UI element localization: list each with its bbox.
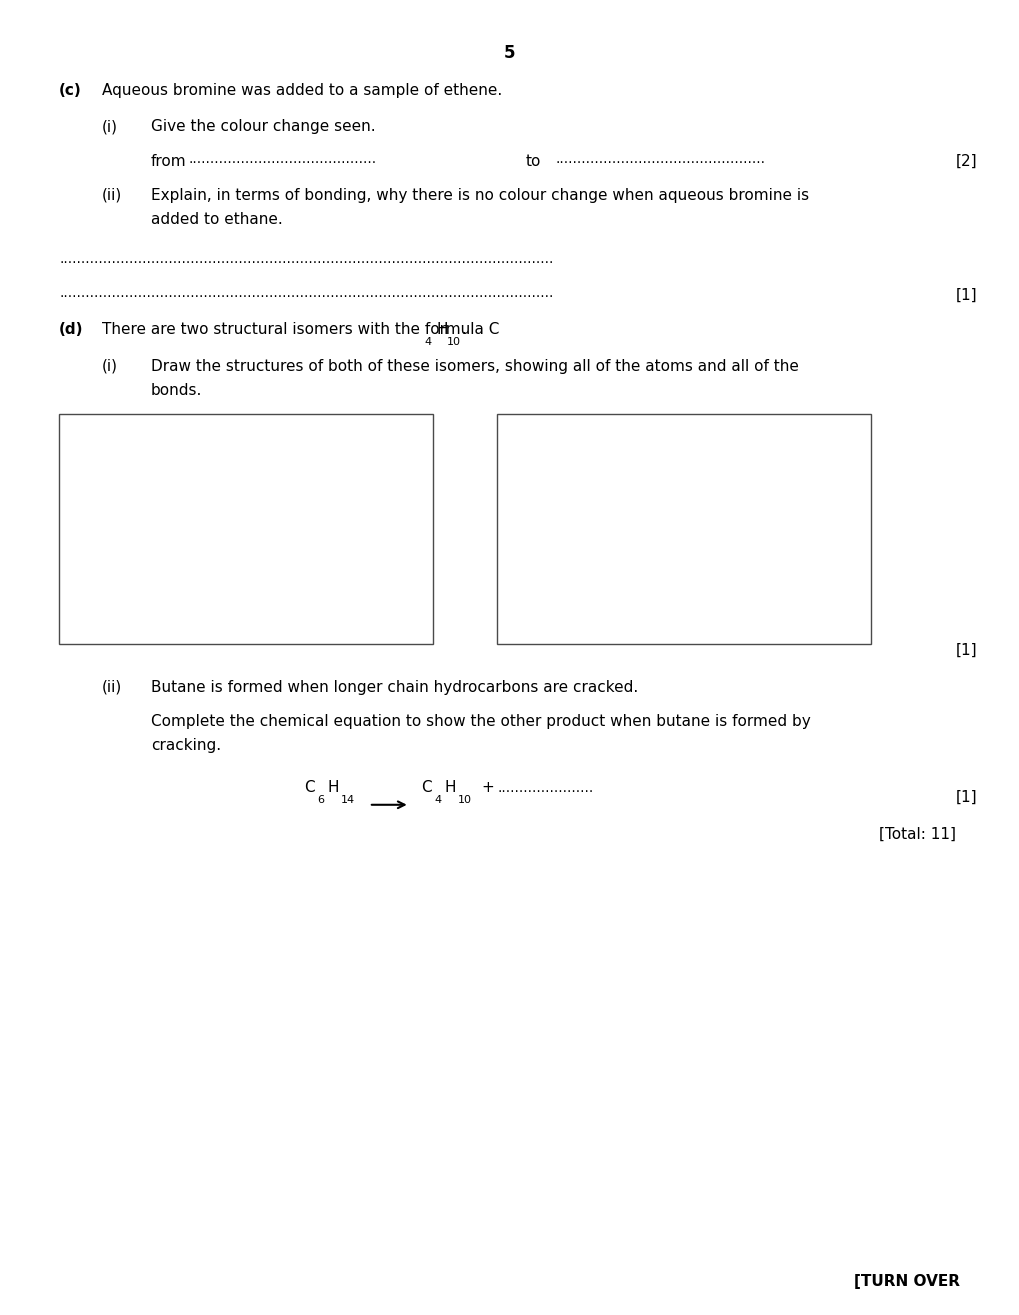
Bar <box>497 414 871 644</box>
Text: ................................................................................: ........................................… <box>59 287 553 300</box>
Text: 6: 6 <box>317 796 324 806</box>
Text: C: C <box>304 780 314 794</box>
Text: 10: 10 <box>446 337 461 347</box>
Text: (i): (i) <box>102 359 118 373</box>
Text: ...........................................: ........................................… <box>189 153 377 166</box>
Text: ......................: ...................... <box>497 781 593 794</box>
Text: added to ethane.: added to ethane. <box>151 212 282 226</box>
Text: ................................................: ........................................… <box>555 153 765 166</box>
Text: (c): (c) <box>59 83 82 97</box>
Text: 14: 14 <box>340 796 355 806</box>
Text: Complete the chemical equation to show the other product when butane is formed b: Complete the chemical equation to show t… <box>151 714 810 729</box>
Text: (ii): (ii) <box>102 188 122 203</box>
Text: Aqueous bromine was added to a sample of ethene.: Aqueous bromine was added to a sample of… <box>102 83 502 97</box>
Text: There are two structural isomers with the formula C: There are two structural isomers with th… <box>102 322 499 337</box>
Bar <box>59 414 433 644</box>
Text: H: H <box>436 322 447 337</box>
Text: [TURN OVER: [TURN OVER <box>854 1274 960 1289</box>
Text: C: C <box>421 780 431 794</box>
Text: ................................................................................: ........................................… <box>59 252 553 266</box>
Text: Draw the structures of both of these isomers, showing all of the atoms and all o: Draw the structures of both of these iso… <box>151 359 799 373</box>
Text: [1]: [1] <box>956 643 977 658</box>
Text: 10: 10 <box>458 796 472 806</box>
Text: Butane is formed when longer chain hydrocarbons are cracked.: Butane is formed when longer chain hydro… <box>151 680 638 694</box>
Text: Explain, in terms of bonding, why there is no colour change when aqueous bromine: Explain, in terms of bonding, why there … <box>151 188 809 203</box>
Text: (ii): (ii) <box>102 680 122 694</box>
Text: 5: 5 <box>503 43 516 62</box>
Text: 4: 4 <box>424 337 431 347</box>
Text: [2]: [2] <box>956 154 977 168</box>
Text: (d): (d) <box>59 322 84 337</box>
Text: cracking.: cracking. <box>151 738 221 752</box>
Text: .: . <box>462 322 467 337</box>
Text: [1]: [1] <box>956 288 977 302</box>
Text: +: + <box>481 780 494 794</box>
Text: 4: 4 <box>434 796 441 806</box>
Text: H: H <box>327 780 338 794</box>
Text: H: H <box>444 780 455 794</box>
Text: [1]: [1] <box>956 790 977 805</box>
Text: from: from <box>151 154 186 168</box>
Text: [Total: 11]: [Total: 11] <box>878 827 956 842</box>
Text: (i): (i) <box>102 120 118 134</box>
Text: bonds.: bonds. <box>151 383 202 397</box>
Text: Give the colour change seen.: Give the colour change seen. <box>151 120 375 134</box>
Text: to: to <box>526 154 541 168</box>
